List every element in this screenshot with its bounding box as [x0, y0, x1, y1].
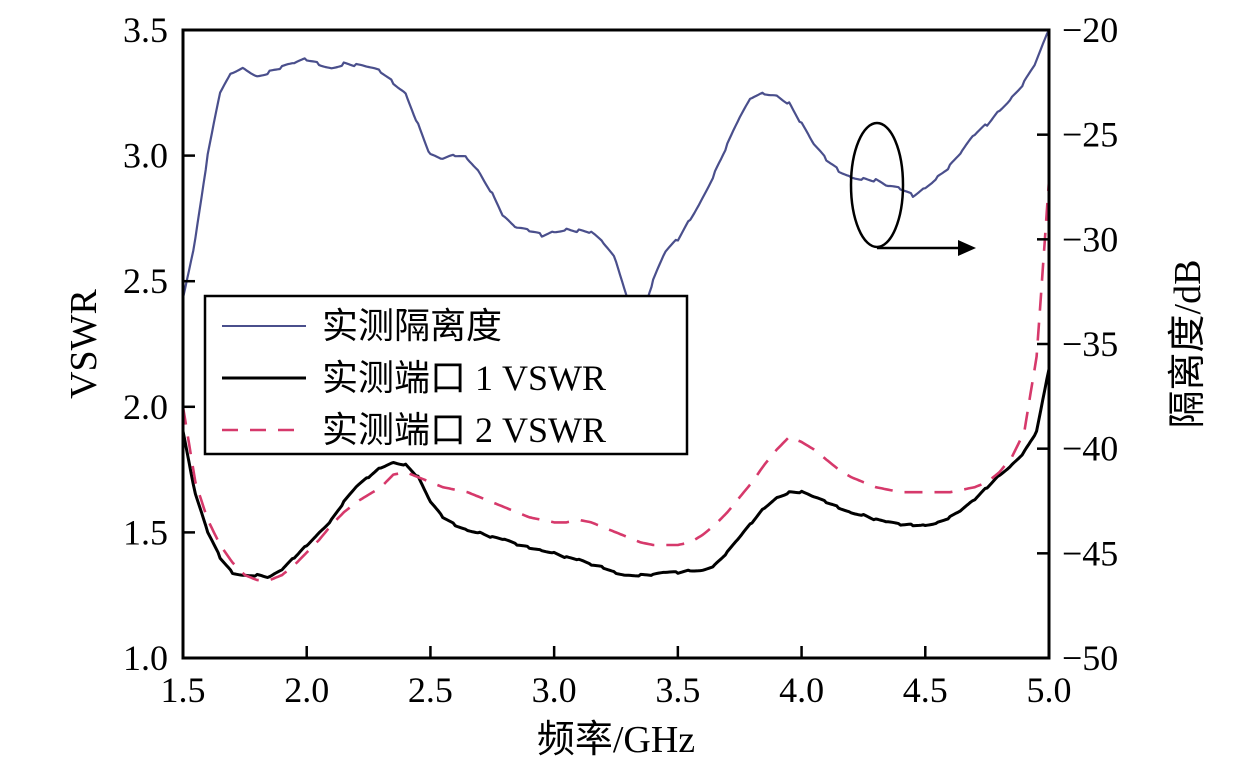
x-tick-label: 3.5: [655, 670, 700, 710]
legend: 实测隔离度 实测端口 1 VSWR 实测端口 2 VSWR: [203, 294, 689, 456]
x-tick-label: 3.0: [532, 670, 577, 710]
x-tick-label: 2.0: [284, 670, 329, 710]
right-y-tick-label: −25: [1062, 115, 1118, 155]
left-y-axis-ticks: 1.0 1.5 2.0 2.5 3.0 3.5: [123, 10, 195, 678]
left-y-axis-title: VSWR: [63, 288, 105, 398]
right-y-axis-ticks: −50 −45 −40 −35 −30 −25 −20: [1037, 10, 1118, 678]
left-y-tick-label: 1.5: [123, 512, 168, 552]
x-tick-label: 2.5: [408, 670, 453, 710]
annotation-ellipse: [849, 121, 905, 249]
legend-label-port2: 实测端口 2 VSWR: [322, 410, 606, 450]
right-y-tick-label: −30: [1062, 219, 1118, 259]
left-y-tick-label: 3.0: [123, 136, 168, 176]
x-axis-title: 频率/GHz: [537, 719, 695, 761]
right-y-tick-label: −40: [1062, 429, 1118, 469]
left-y-tick-label: 3.5: [123, 10, 168, 50]
annotation-callout: [849, 121, 976, 256]
right-y-tick-label: −20: [1062, 10, 1118, 50]
annotation-arrow-head: [958, 240, 976, 256]
x-tick-label: 1.5: [161, 670, 206, 710]
left-y-tick-label: 2.0: [123, 387, 168, 427]
left-y-tick-label: 2.5: [123, 261, 168, 301]
x-tick-label: 5.0: [1027, 670, 1072, 710]
series-line-isolation: [181, 29, 1050, 329]
legend-label-port1: 实测端口 1 VSWR: [322, 358, 606, 398]
right-y-tick-label: −45: [1062, 533, 1118, 573]
series-line-port1: [181, 368, 1051, 579]
x-axis-ticks: 1.5 2.0 2.5 3.0 3.5 4.0 4.5 5.0: [161, 646, 1072, 710]
right-y-axis-title: 隔离度/dB: [1167, 260, 1209, 429]
right-y-tick-label: −50: [1062, 638, 1118, 678]
x-tick-label: 4.5: [903, 670, 948, 710]
right-y-tick-label: −35: [1062, 324, 1118, 364]
legend-box: [203, 294, 689, 456]
legend-label-isolation: 实测隔离度: [322, 306, 502, 346]
series-line-port2: [181, 180, 1051, 582]
x-tick-label: 4.0: [779, 670, 824, 710]
left-y-tick-label: 1.0: [123, 638, 168, 678]
